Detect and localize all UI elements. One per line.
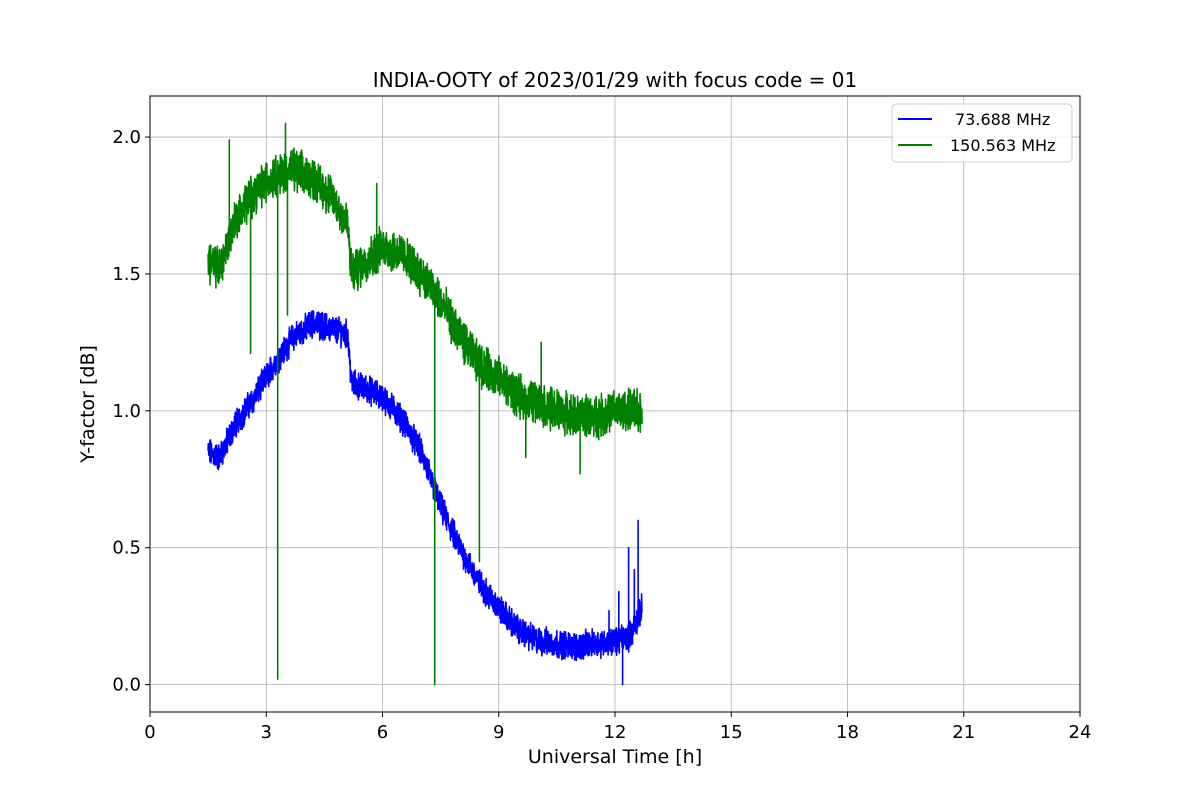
- legend-label-150mhz: 150.563 MHz: [950, 136, 1055, 155]
- x-axis-title: Universal Time [h]: [528, 746, 702, 768]
- x-tick-label: 12: [604, 722, 627, 743]
- x-tick-label: 6: [377, 722, 388, 743]
- x-tick-label: 9: [493, 722, 504, 743]
- legend-label-73mhz: 73.688 MHz: [955, 110, 1050, 129]
- x-tick-label: 24: [1069, 722, 1092, 743]
- series-line-1: [207, 122, 643, 686]
- axis-ticks: 0 3 6 9 12 15 18 21 24 0.0 0.5 1.0 1.5 2.0: [112, 127, 1091, 743]
- legend: 73.688 MHz 150.563 MHz: [891, 103, 1073, 163]
- y-tick-label: 0.5: [112, 538, 141, 559]
- x-tick-label: 0: [144, 722, 155, 743]
- series-line-0: [207, 310, 643, 686]
- y-tick-label: 1.0: [112, 401, 141, 422]
- x-tick-label: 18: [836, 722, 859, 743]
- y-tick-label: 0.0: [112, 675, 141, 696]
- legend-box: [891, 103, 1073, 163]
- chart-title: INDIA-OOTY of 2023/01/29 with focus code…: [373, 68, 857, 92]
- x-tick-label: 21: [952, 722, 975, 743]
- x-tick-label: 15: [720, 722, 743, 743]
- series-lines: [207, 122, 643, 686]
- y-tick-label: 1.5: [112, 264, 141, 285]
- x-tick-label: 3: [261, 722, 272, 743]
- y-tick-label: 2.0: [112, 127, 141, 148]
- y-axis-title: Y-factor [dB]: [77, 345, 99, 464]
